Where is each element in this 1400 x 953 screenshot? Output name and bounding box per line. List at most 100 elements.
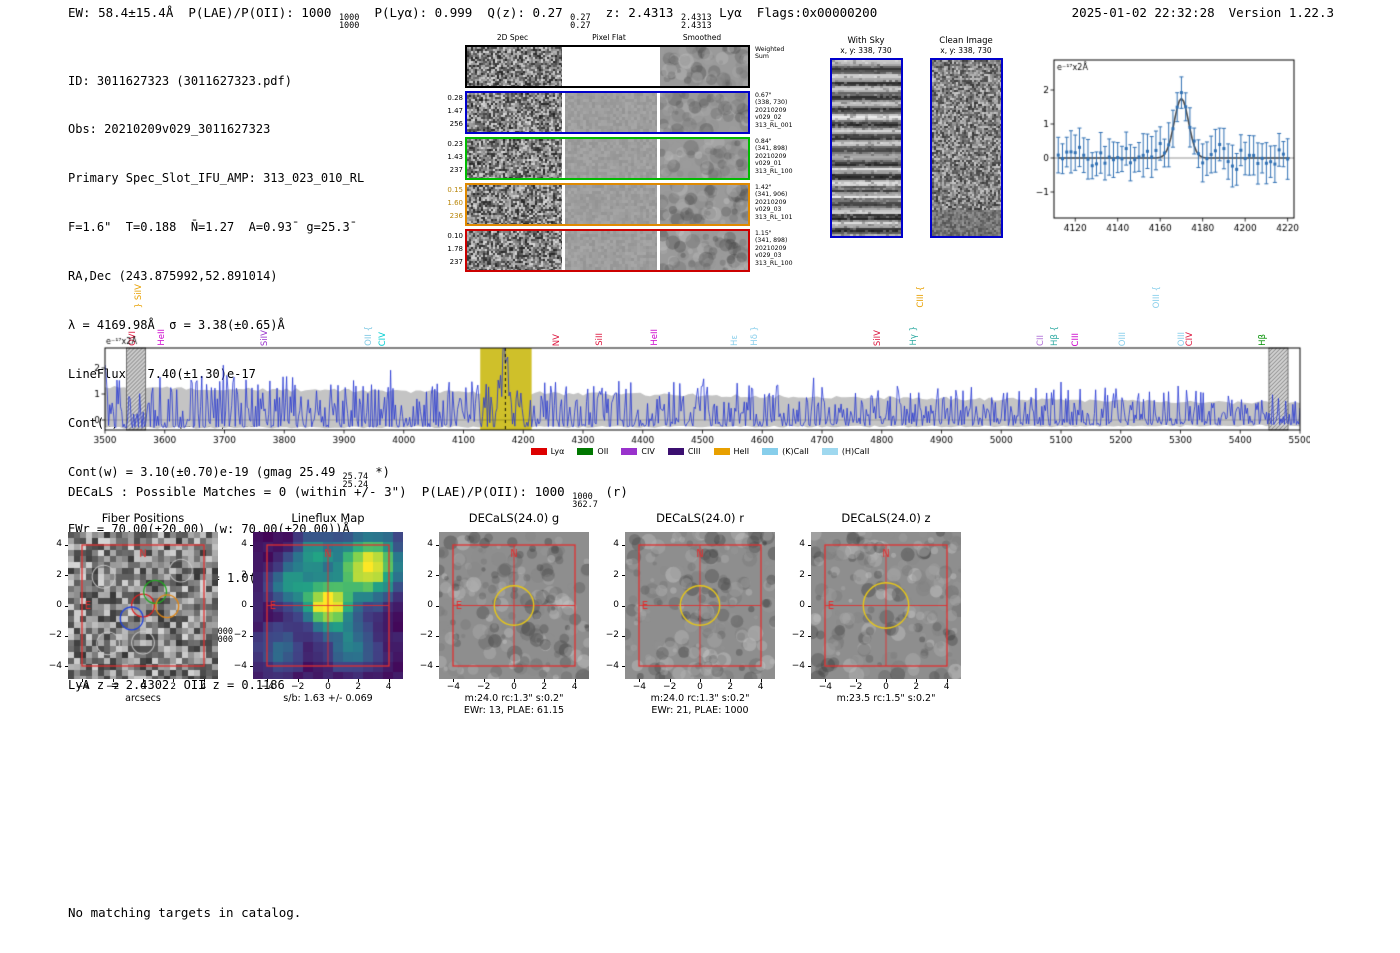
info-ra-dec: RA,Dec (243.875992,52.891014) [68, 269, 278, 284]
x-axis-tick-mark [544, 679, 546, 682]
x-axis-tick-mark [916, 679, 918, 682]
legend-swatch [713, 448, 730, 455]
spec2d-smooth-image [660, 93, 748, 132]
spec2d-row-4 [465, 229, 750, 272]
x-axis-tick-label: 4 [943, 682, 950, 692]
cutout-caption: m:24.0 rc:1.3" s:0.2" [650, 693, 750, 704]
fiber-info-value: (338, 730) [755, 99, 788, 107]
stack-hi: 0.27 [570, 13, 591, 23]
spec2d-row-2 [465, 137, 750, 180]
x-axis-tick-mark [730, 679, 732, 682]
with-sky-image [829, 58, 903, 238]
fiber-weight-value: 1.43 [447, 153, 463, 161]
cutout-caption: EWr: 13, PLAE: 61.15 [463, 705, 565, 716]
timestamp-version: 2025-01-02 22:32:28 Version 1.22.3 [1072, 5, 1334, 20]
with-sky-coords: x, y: 338, 730 [840, 46, 892, 55]
spec2d-row-3 [465, 183, 750, 226]
x-axis-tick-mark [760, 679, 762, 682]
cutout-image-decals [625, 532, 775, 679]
x-axis-tick-label: 0 [697, 682, 703, 692]
info-sn-chi2: S/N = 4.8(±0.5) χ² = 1.0(±0.2) [68, 571, 292, 586]
line-fit-chart [1020, 48, 1305, 243]
info-obs: Obs: 20210209v029_3011627323 [68, 122, 271, 137]
x-axis-tick-label: 2 [727, 682, 734, 692]
y-axis-tick-mark [436, 575, 439, 577]
spec2d-spec-image [467, 139, 562, 178]
fiber-info-value: v029_02 [755, 114, 782, 122]
clean-image-title: Clean Image [939, 36, 993, 46]
legend-item: CIV [621, 447, 655, 456]
y-axis-tick-label: 0 [613, 600, 619, 610]
spec2d-spec-image [467, 185, 562, 224]
fiber-info-value: 20210209 [755, 152, 787, 160]
x-axis-tick-label: −4 [818, 682, 833, 692]
info-text: *) [368, 464, 390, 479]
z-uncertainty-stack: 2.4313 2.4313 [680, 13, 712, 31]
fiber-weight-value: 1.78 [447, 245, 463, 253]
fiber-weight-value: 256 [449, 120, 463, 128]
fiber-weight-value: 237 [449, 166, 463, 174]
legend-label: HeII [733, 447, 750, 456]
fiber-info-value: Weighted [755, 46, 785, 53]
fiber-weight-value: 237 [449, 258, 463, 266]
y-axis-tick-label: 0 [56, 600, 62, 610]
fiber-info-value: 1.42" [755, 184, 772, 191]
fiber-info-value: (341, 898) [755, 145, 788, 153]
spec2d-section: 2D Spec Pixel Flat Smoothed Weighted Sum 0… [443, 33, 863, 283]
legend-label: (H)CaII [841, 447, 870, 456]
spec2d-row-1 [465, 91, 750, 134]
y-axis-tick-label: 4 [799, 539, 805, 550]
with-sky-title: With Sky [847, 36, 885, 46]
cutout-caption: m:24.0 rc:1.3" s:0.2" [464, 693, 564, 704]
info-ifu-amp: Primary Spec_Slot_IFU_AMP: 313_023_010_R… [68, 171, 365, 186]
y-axis-tick-label: 2 [427, 569, 433, 580]
legend-item: CIII [667, 447, 701, 456]
decals-text: (r) [597, 484, 628, 499]
spec2d-smooth-image [660, 139, 748, 178]
info-seeing: F=1.6" T=0.188 N̄=1.27 A=0.93̄ g=25.3̄ [68, 220, 350, 235]
fiber-info-value: Sum [755, 53, 769, 61]
y-axis-tick-label: −4 [48, 660, 62, 671]
legend-swatch [667, 448, 684, 455]
summary-text: Lyα Flags:0x00000200 [711, 5, 878, 20]
fiber-info-value: 20210209 [755, 198, 787, 206]
stack-lo: 362.7 [572, 500, 598, 510]
spec2d-flat-image [565, 47, 657, 86]
info-id: ID: 3011627323 (3011627323.pdf) [68, 73, 292, 88]
y-axis-tick-label: 4 [613, 539, 619, 550]
qz-uncertainty-stack: 0.27 0.27 [570, 13, 591, 31]
y-axis-tick-mark [808, 635, 811, 637]
fiber-weight-value: 1.47 [447, 107, 463, 115]
x-axis-tick-label: −2 [663, 682, 677, 692]
legend-item: OII [577, 447, 608, 456]
legend-swatch [821, 448, 838, 455]
info-wavelength-sigma: λ = 4169.98Å σ = 3.38(±0.65)Å [68, 318, 285, 333]
x-axis-tick-label: 4 [757, 682, 764, 692]
decals-text: DECaLS : Possible Matches = 0 (within +/… [68, 484, 573, 499]
x-axis-tick-mark [886, 679, 887, 682]
x-axis-tick-label: −2 [849, 682, 863, 692]
fiber-weight-value: 0.23 [447, 140, 463, 148]
stack-lo: 1000 [338, 21, 360, 31]
stack-lo: 0.27 [570, 21, 591, 31]
fiber-weight-value: 0.10 [447, 232, 463, 240]
clean-image [929, 58, 1003, 238]
x-axis-tick-mark [669, 679, 671, 682]
y-axis-tick-label: −2 [605, 630, 619, 641]
fiber-info-value: 0.67" [755, 92, 772, 99]
clean-image-panel: Clean Image x, y: 338, 730 [906, 36, 1026, 242]
fiber-info-labels: 1.42" (341, 906) 20210209 v029_03 313_RL_101 [755, 184, 813, 221]
fiber-info-value: 313_RL_101 [755, 213, 793, 221]
legend-label: CIV [641, 447, 655, 456]
fiber-weight-labels: 0.28 1.47 256 [443, 92, 463, 131]
stack-hi: 2.4313 [680, 13, 712, 23]
spec2d-flat-image [565, 185, 657, 224]
y-axis-tick-label: 2 [613, 569, 619, 580]
spec2d-spec-image [467, 47, 562, 86]
y-axis-tick-label: 4 [56, 539, 62, 550]
cutout-caption: m:23.5 rc:1.5" s:0.2" [836, 693, 936, 704]
x-axis-tick-label: 4 [571, 682, 578, 692]
full-spectrum-chart [90, 336, 1310, 448]
summary-text: z: 2.4313 [590, 5, 681, 20]
spec2d-smooth-image [660, 231, 748, 270]
